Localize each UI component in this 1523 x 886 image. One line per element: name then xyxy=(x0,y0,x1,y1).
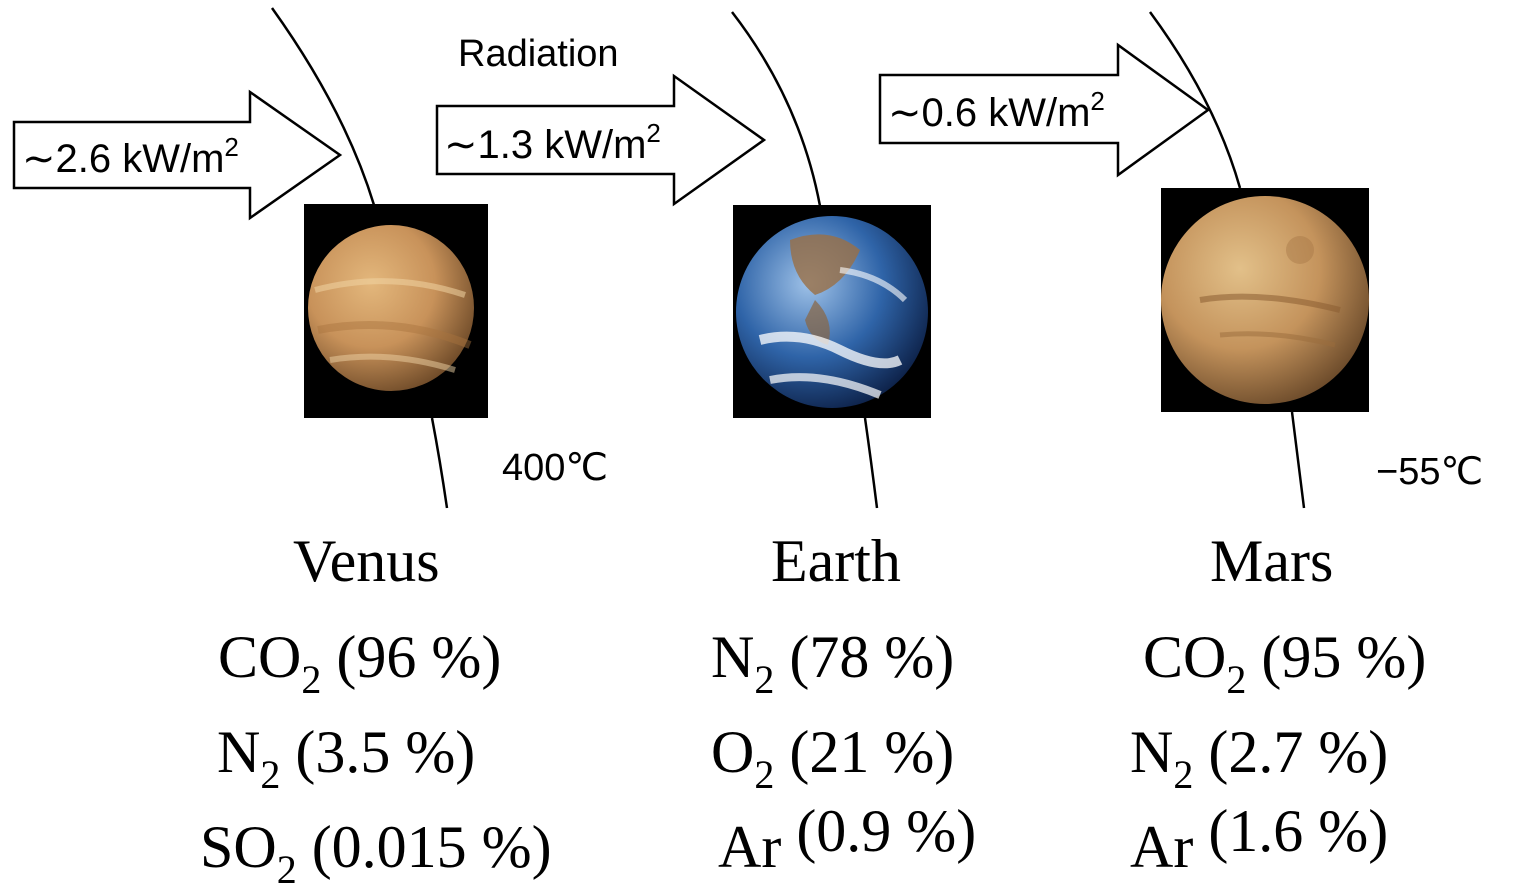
radiation-label: Radiation xyxy=(458,33,619,75)
earth-gas-3: Ar (0.9 %) xyxy=(718,798,976,880)
earth-name: Earth xyxy=(771,528,901,594)
venus-gas-2: N2 (3.5 %) xyxy=(217,719,475,797)
mars-orbit-arc-upper xyxy=(1148,11,1242,189)
mars-gas-1: CO2 (95 %) xyxy=(1143,624,1426,702)
earth-flux-label: ∼1.3 kW/m2 xyxy=(444,118,661,167)
venus-flux-arrow xyxy=(12,89,343,221)
mars-gas-3: Ar (1.6 %) xyxy=(1130,798,1388,880)
mars-name: Mars xyxy=(1210,528,1333,594)
venus-gas-3: SO2 (0.015 %) xyxy=(200,814,552,886)
mars-orbit-arc-lower xyxy=(1290,411,1306,509)
earth-orbit-arc-lower xyxy=(863,417,879,509)
venus-orbit-arc-upper xyxy=(270,7,376,206)
earth-image xyxy=(733,205,931,418)
mars-temperature: −55℃ xyxy=(1376,451,1483,493)
venus-orbit-arc-lower xyxy=(430,417,449,509)
earth-gas-2: O2 (21 %) xyxy=(711,719,954,797)
venus-name: Venus xyxy=(293,528,440,594)
venus-flux-label: ∼2.6 kW/m2 xyxy=(22,132,239,181)
venus-image xyxy=(304,204,488,418)
mars-flux-arrow xyxy=(878,42,1211,178)
mars-image xyxy=(1161,188,1369,412)
earth-flux-arrow xyxy=(435,73,767,207)
mars-flux-label: ∼0.6 kW/m2 xyxy=(888,86,1105,135)
venus-gas-1: CO2 (96 %) xyxy=(218,624,501,702)
earth-gas-1: N2 (78 %) xyxy=(711,624,954,702)
mars-gas-2: N2 (2.7 %) xyxy=(1130,719,1388,797)
earth-orbit-arc-upper xyxy=(731,11,822,207)
venus-temperature: 400℃ xyxy=(502,447,608,489)
